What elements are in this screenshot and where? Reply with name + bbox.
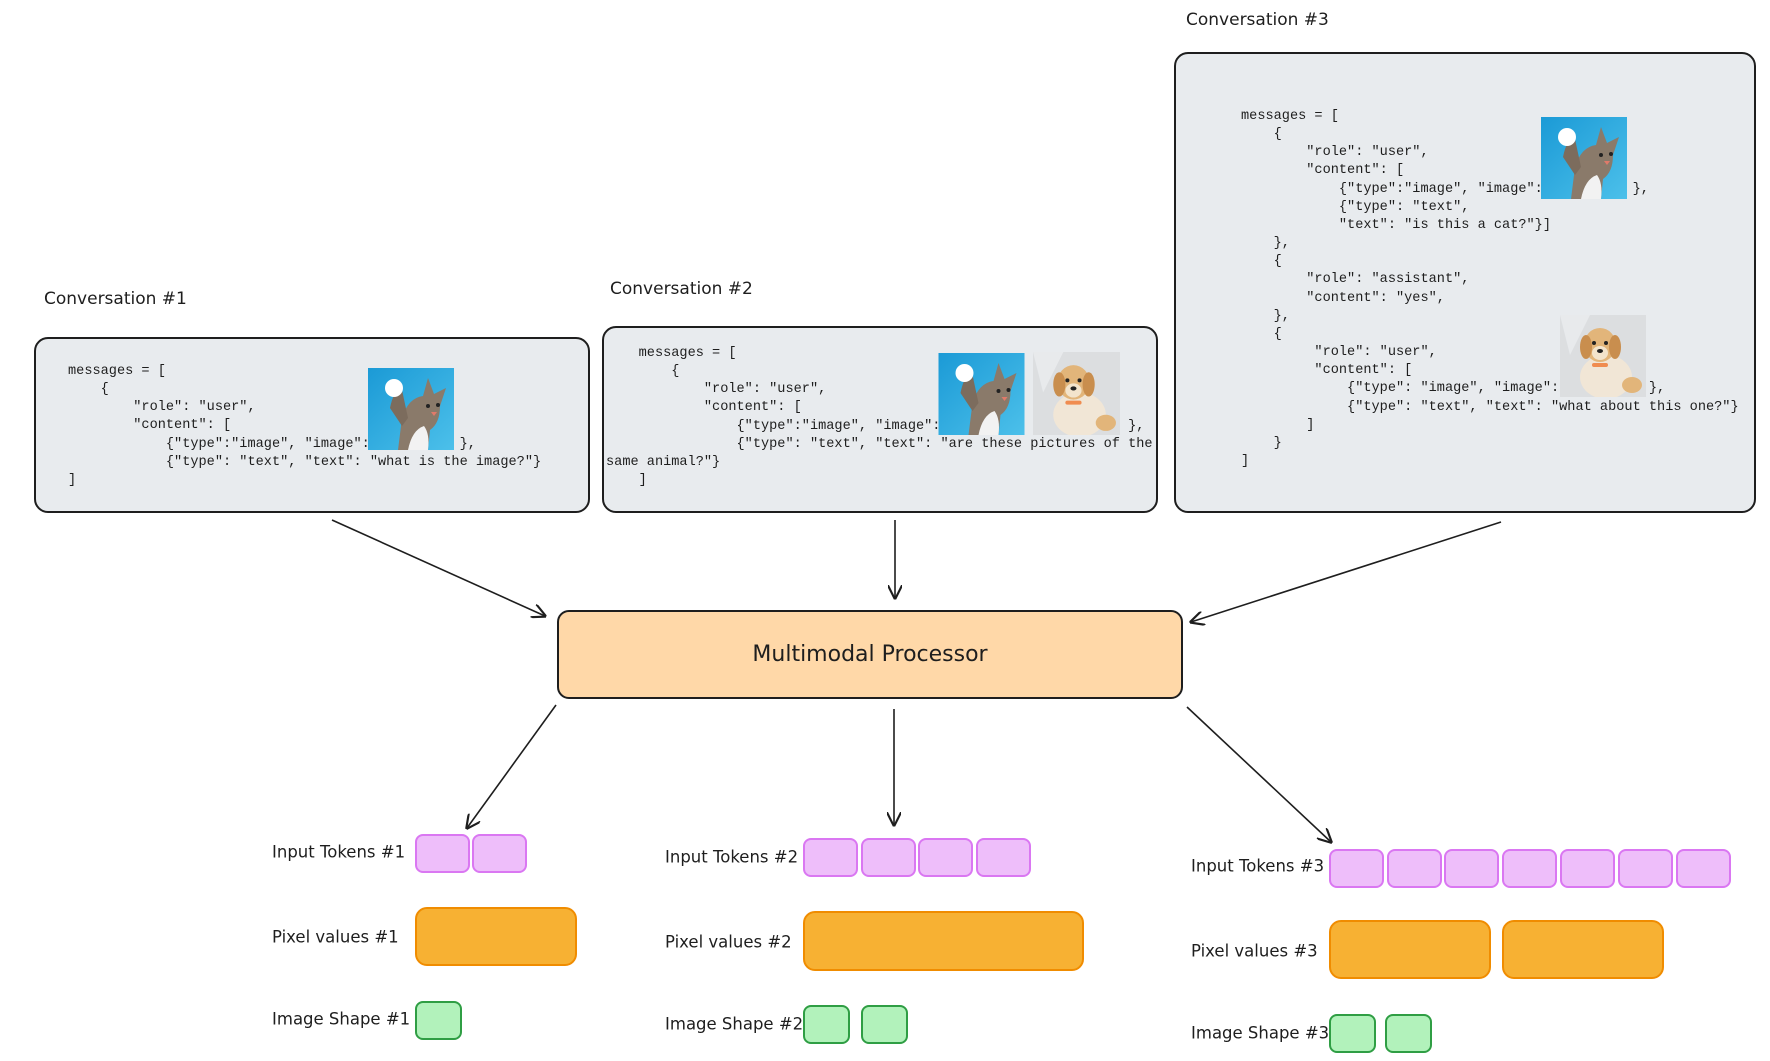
arrow-conv1-to-processor (331, 519, 545, 616)
input-token (976, 838, 1031, 877)
image-shape-3-label: Image Shape #3 (1191, 1023, 1330, 1043)
conversation-3-box (1174, 52, 1756, 513)
pixel-values-block (803, 911, 1084, 971)
input-token (1502, 849, 1557, 888)
input-token (803, 838, 858, 877)
image-shape-block (1329, 1014, 1376, 1053)
input-token (472, 834, 527, 873)
image-shape-2-label: Image Shape #2 (665, 1014, 804, 1034)
image-shape-block (1385, 1014, 1432, 1053)
conversation-1-box (34, 337, 590, 513)
input-token (1676, 849, 1731, 888)
pixel-values-block (1329, 920, 1491, 979)
image-shape-block (415, 1001, 462, 1040)
image-shape-block (861, 1005, 908, 1044)
input-token (918, 838, 973, 877)
input-token (1444, 849, 1499, 888)
conversation-2-label: Conversation #2 (610, 279, 753, 299)
input-token (415, 834, 470, 873)
input-tokens-1-label: Input Tokens #1 (272, 842, 406, 862)
input-token (1387, 849, 1442, 888)
multimodal-processor: Multimodal Processor (557, 610, 1183, 699)
pixel-values-block (1502, 920, 1664, 979)
arrow-processor-to-output1 (467, 704, 557, 828)
input-token (1560, 849, 1615, 888)
image-shape-block (803, 1005, 850, 1044)
conversation-1-code: messages = [ { "role": "user", "content"… (68, 364, 542, 488)
conversation-2-code: messages = [ { "role": "user", "content"… (606, 346, 1153, 489)
pixel-values-1-label: Pixel values #1 (272, 927, 399, 947)
conversation-1-label: Conversation #1 (44, 289, 187, 309)
image-shape-1-label: Image Shape #1 (272, 1009, 411, 1029)
conversation-3-code: messages = [ { "role": "user", "content"… (1241, 109, 1739, 469)
pixel-values-2-label: Pixel values #2 (665, 932, 792, 952)
processor-label: Multimodal Processor (752, 642, 988, 667)
input-tokens-3-label: Input Tokens #3 (1191, 856, 1325, 876)
input-token (1618, 849, 1673, 888)
arrow-conv3-to-processor (1191, 521, 1502, 622)
pixel-values-block (415, 907, 577, 966)
arrow-processor-to-output3 (1186, 706, 1331, 842)
input-token (1329, 849, 1384, 888)
input-token (861, 838, 916, 877)
input-tokens-2-label: Input Tokens #2 (665, 847, 799, 867)
pixel-values-3-label: Pixel values #3 (1191, 941, 1318, 961)
conversation-3-label: Conversation #3 (1186, 10, 1329, 30)
